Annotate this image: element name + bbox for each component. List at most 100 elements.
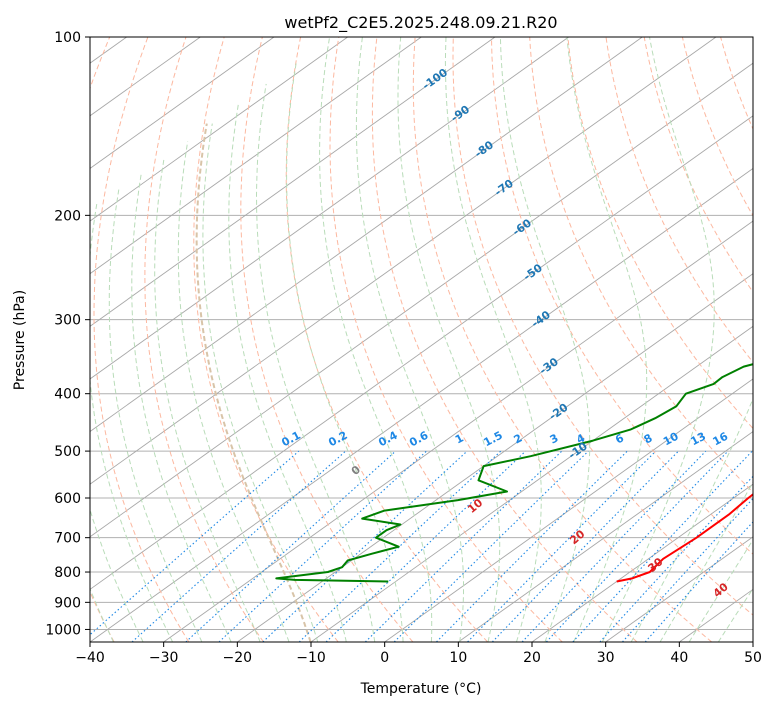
dry-adiabat-line [452,37,753,616]
mixing-ratio-line [467,450,657,642]
mixing-ratio-line [90,450,300,636]
mixing-ratio-line [436,450,628,642]
x-axis-label: Temperature (°C) [360,681,482,697]
mixing-ratio-line [364,450,563,642]
mixing-ratio-line [572,450,753,642]
isotherm-line [384,378,753,642]
y-axis-label: Pressure (hPa) [12,290,28,390]
y-tick-label: 700 [54,531,81,547]
chart-annotations: -100-90-80-70-60-50-40-30-20-100.1 0.2 0.4… [279,66,731,600]
isotherm-line [90,37,496,327]
dry-adiabat-line [643,37,753,293]
mixing-ratio-label: 10 [661,430,681,449]
dry-adiabat-line [90,37,115,642]
mixing-ratio-line [644,521,753,642]
isotherm-label: -80 [472,138,496,160]
x-tick-label: −40 [75,650,105,666]
moist-adiabat-label: 0 [349,463,363,478]
moist-adiabat-line [355,37,464,642]
dry-adiabat-line [681,37,753,217]
y-axis: 100 200 300 400 500 600 700 800 900 1000 [45,30,90,638]
moist-adiabat-label: 20 [567,527,587,547]
mixing-ratio-label: 8 [642,431,655,446]
dry-adiabat-line [240,37,414,642]
y-tick-label: 500 [54,444,81,460]
isotherm-line [90,115,753,590]
moist-adiabat-line [601,37,715,642]
isotherm-line [90,37,422,275]
isotherm-line [752,641,753,642]
isotherm-line [163,220,753,642]
moist-adiabat-line [131,173,232,642]
dewpoint-profile-line [275,363,753,583]
isotherm-line [458,430,753,642]
moist-adiabat-line [566,37,648,642]
isotherm-line [310,325,753,642]
x-axis: −40 −30 −20 −10 0 10 20 30 40 50 [75,642,762,666]
moist-adiabat-line [90,587,114,642]
moist-adiabat-line [255,83,376,642]
mixing-ratio-label: 1.5 [482,429,505,450]
moist-adiabat-line [108,188,203,642]
dry-adiabat-line [529,37,753,493]
mixing-ratio-label: 16 [711,430,731,449]
isotherm-label: -50 [521,261,545,283]
isotherm-line [90,37,717,485]
mixing-ratio-line [262,450,468,642]
mixing-ratio-label: 3 [548,431,561,446]
isotherm-line [90,37,569,380]
x-tick-label: 20 [523,650,541,666]
moist-adiabat-line [659,481,753,642]
isotherm-line [90,37,643,433]
dry-adiabat-line [285,37,488,642]
moist-adiabat-line [177,141,290,642]
mixing-ratio-line [185,450,396,642]
mixing-ratio-line [599,475,753,642]
isotherm-line [90,37,348,222]
isotherm-label: -30 [537,355,561,377]
isotherm-line [237,273,753,642]
plot-area [90,37,775,642]
mixing-ratio-line [298,450,502,642]
moist-adiabat-line [688,538,753,642]
x-tick-label: 40 [670,650,688,666]
dry-adiabat-line [371,37,638,642]
moist-adiabat-line [90,507,144,642]
y-tick-label: 300 [54,313,81,329]
x-tick-label: −20 [223,650,253,666]
mixing-ratio-label: 0.2 [326,429,349,450]
chart-title: wetPf2_C2E5.2025.248.09.21.R20 [284,13,557,33]
isotherm-label: -20 [547,401,571,423]
mixing-ratio-line [545,450,729,642]
y-tick-label: 400 [54,387,81,403]
dry-adiabat-line [329,37,563,642]
dry-adiabat-line [93,37,190,642]
isotherm-line [605,536,753,642]
dry-adiabat-line [605,37,753,363]
moist-adiabat-line [319,37,433,642]
dry-adiabat-line [567,37,753,430]
plot-frame [89,36,754,643]
isotherm-line [90,62,753,538]
x-tick-label: 10 [449,650,467,666]
dry-adiabat-line [144,37,264,642]
moist-adiabat-line [228,104,347,642]
mixing-ratio-label: 6 [613,431,626,446]
isotherm-line [90,37,275,169]
mixing-ratio-label: 0.4 [376,429,400,450]
isotherm-label: -60 [510,216,534,238]
x-tick-label: 30 [597,650,615,666]
y-tick-label: 800 [54,565,81,581]
moist-adiabat-line [202,123,319,642]
mixing-ratio-label: 0.6 [407,429,431,450]
x-tick-label: −10 [296,650,326,666]
moist-adiabat-line [717,587,753,642]
x-tick-label: 50 [744,650,762,666]
x-tick-label: −30 [149,650,179,666]
mixing-ratio-line [521,450,707,642]
moist-adiabat-label: 40 [711,580,731,600]
y-tick-label: 100 [54,30,81,46]
dry-adiabat-line [491,37,753,555]
dry-adiabat-line [759,37,775,642]
y-tick-label: 1000 [45,622,81,638]
